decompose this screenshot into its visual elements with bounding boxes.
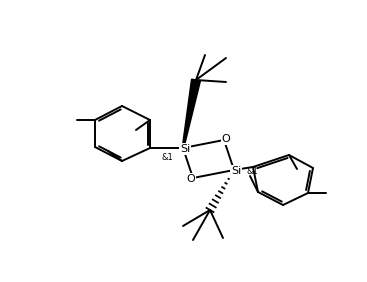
- Text: O: O: [187, 174, 195, 184]
- Text: &1: &1: [161, 153, 173, 162]
- Polygon shape: [182, 79, 200, 148]
- Text: &1: &1: [246, 168, 258, 177]
- Text: Si: Si: [231, 166, 241, 176]
- Text: O: O: [222, 134, 230, 144]
- Text: Si: Si: [180, 144, 190, 154]
